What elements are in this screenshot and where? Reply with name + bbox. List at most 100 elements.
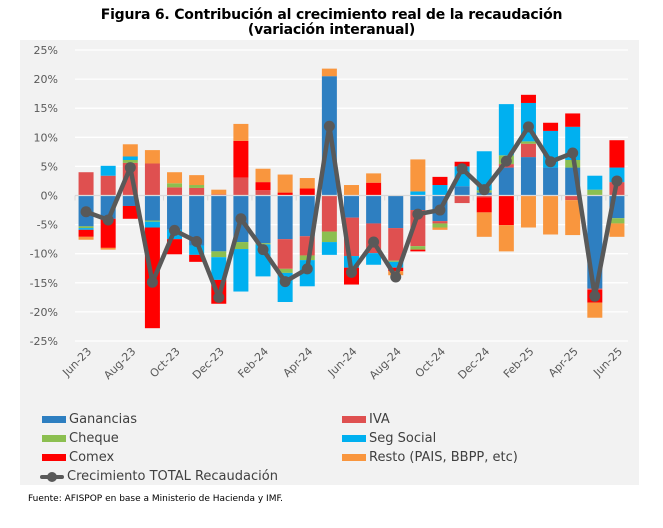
bar-segment-resto	[211, 189, 227, 195]
legend-item-iva: IVA	[342, 412, 390, 427]
total-line-point	[235, 213, 247, 225]
legend-label: Seg Social	[369, 431, 437, 446]
bar-segment-seg-social	[211, 257, 227, 280]
bar-segment-comex	[100, 218, 116, 248]
bar-segment-iva	[321, 195, 337, 232]
bar-segment-resto	[543, 195, 559, 235]
bar-segment-cheque	[410, 246, 426, 250]
total-line-point	[390, 271, 402, 283]
legend-item-cheque: Cheque	[42, 431, 119, 446]
total-line-point	[146, 276, 158, 288]
bar-group-Jul-23	[100, 165, 116, 250]
total-line-point	[434, 204, 446, 216]
bar-segment-ganancias	[144, 195, 160, 221]
y-tick-label: 5%	[41, 160, 58, 173]
total-line-point	[124, 162, 136, 174]
total-line-point	[346, 266, 357, 278]
legend-label: Resto (PAIS, BBPP, etc)	[369, 450, 518, 465]
bar-segment-ganancias	[543, 167, 559, 196]
bar-group-Mar-25	[543, 122, 559, 235]
bar-segment-iva	[454, 195, 470, 204]
total-line-point	[567, 147, 579, 159]
bar-segment-iva	[255, 190, 271, 196]
y-tick-label: 10%	[34, 131, 58, 144]
bar-group-Feb-25	[520, 94, 536, 228]
y-tick-label: 25%	[34, 44, 58, 57]
bar-segment-comex	[609, 140, 625, 168]
legend-item-total: Crecimiento TOTAL Recaudación	[40, 469, 278, 484]
bar-segment-iva	[189, 187, 205, 196]
bar-segment-resto	[255, 168, 271, 183]
bar-segment-iva	[233, 177, 249, 196]
legend-label: Crecimiento TOTAL Recaudación	[67, 469, 278, 484]
total-line-swatch	[40, 471, 64, 483]
bar-segment-ganancias	[498, 167, 514, 196]
bar-segment-ganancias	[344, 195, 359, 218]
bar-segment-seg-social	[432, 185, 448, 196]
total-line-point	[323, 120, 335, 132]
bar-segment-cheque	[233, 242, 249, 250]
bar-segment-comex	[189, 254, 205, 262]
total-line-point	[412, 208, 424, 220]
bar-segment-seg-social	[78, 228, 94, 230]
cheque-swatch	[42, 435, 66, 442]
total-line-point	[301, 263, 313, 275]
bar-segment-cheque	[520, 141, 536, 144]
bar-segment-seg-social	[122, 156, 138, 160]
bar-segment-ganancias	[189, 195, 205, 246]
bar-segment-cheque	[388, 260, 404, 262]
chart-title-line2: (variación interanual)	[247, 22, 416, 38]
x-tick-label: Jun-24	[325, 345, 360, 380]
bar-segment-seg-social	[410, 191, 426, 196]
bar-segment-iva	[565, 195, 581, 201]
bar-segment-cheque	[587, 189, 603, 196]
contribution-chart: 25% 20% 15% 10% 5% 0% -5% -10% -15% -20% -25% Jun-…	[30, 44, 628, 382]
total-line-point	[213, 291, 225, 303]
legend-label: Ganancias	[69, 412, 137, 427]
x-tick-label: Aug-24	[367, 345, 404, 382]
bar-segment-comex	[277, 192, 293, 196]
x-tick-label: Dec-24	[455, 345, 492, 382]
bar-segment-seg-social	[476, 151, 492, 191]
bar-segment-resto	[189, 175, 205, 186]
bar-segment-cheque	[144, 220, 160, 222]
bar-segment-seg-social	[144, 221, 160, 228]
x-tick-label: Feb-24	[235, 345, 271, 381]
bar-segment-iva	[167, 187, 183, 196]
y-tick-label: -15%	[30, 277, 58, 290]
bar-segment-comex	[543, 122, 559, 131]
y-tick-label: 0%	[41, 190, 58, 203]
bar-segment-resto	[100, 247, 116, 250]
bar-segment-iva	[432, 221, 448, 224]
ganancias-swatch	[42, 416, 66, 423]
bar-group-Nov-23	[189, 175, 205, 262]
bar-segment-ganancias	[211, 195, 227, 252]
bar-segment-seg-social	[189, 245, 205, 255]
bar-segment-ganancias	[122, 195, 138, 206]
bar-segment-ganancias	[454, 186, 470, 196]
legend-item-comex: Comex	[42, 450, 114, 465]
total-line-point	[611, 175, 623, 187]
bar-segment-resto	[565, 200, 581, 236]
bar-segment-resto	[277, 174, 293, 193]
seg-social-swatch	[342, 435, 366, 442]
bar-segment-comex	[476, 197, 492, 213]
y-tick-label: -20%	[30, 306, 58, 319]
bar-segment-ganancias	[299, 195, 315, 237]
y-tick-label: -10%	[30, 248, 58, 261]
bar-segment-cheque	[211, 251, 227, 258]
bar-segment-iva	[520, 143, 536, 158]
zero-axis	[74, 194, 628, 201]
bar-segment-resto	[587, 302, 603, 318]
bar-segment-resto	[410, 159, 426, 192]
bar-segment-resto	[498, 225, 514, 252]
chart-title-line1: Figura 6. Contribución al crecimiento re…	[100, 7, 563, 23]
legend-label: IVA	[369, 412, 390, 427]
bar-segment-resto	[609, 223, 625, 237]
bar-segment-iva	[78, 172, 94, 196]
bar-segment-seg-social	[233, 249, 249, 292]
bar-segment-resto	[432, 227, 448, 230]
total-line-point	[80, 206, 92, 218]
y-axis: 25% 20% 15% 10% 5% 0% -5% -10% -15% -20% -25%	[30, 44, 58, 348]
total-line-point	[279, 276, 291, 288]
